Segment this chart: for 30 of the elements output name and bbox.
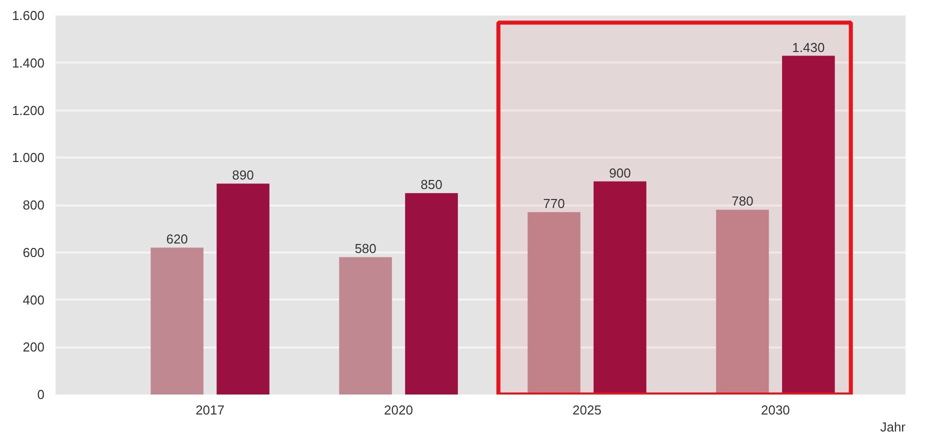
y-tick-label: 0	[37, 387, 45, 402]
bar	[782, 56, 835, 394]
bar	[405, 193, 458, 394]
y-tick-label: 600	[22, 244, 45, 260]
y-tick-label: 800	[22, 198, 45, 212]
x-tick-label: 2020	[384, 402, 413, 418]
bar	[339, 257, 392, 394]
data-label: 1.430	[792, 40, 825, 55]
bar	[150, 248, 204, 394]
x-tick-label: 2017	[196, 402, 225, 418]
data-label: 780	[732, 194, 754, 209]
x-tick-label: 2025	[572, 402, 602, 418]
y-tick-label: 1.200	[12, 102, 45, 118]
data-label: 900	[609, 165, 631, 180]
bar	[216, 184, 270, 394]
x-tick-label: 2030	[760, 402, 790, 418]
y-tick-label: 1.600	[12, 8, 45, 23]
y-tick-label: 200	[22, 340, 45, 355]
y-tick-label: 1.000	[12, 150, 45, 166]
data-label: 770	[543, 196, 565, 212]
y-tick-label: 1.400	[12, 55, 45, 70]
bar	[528, 212, 580, 394]
data-label: 850	[420, 177, 442, 192]
bar	[716, 210, 769, 394]
bar	[594, 181, 646, 394]
data-label: 890	[232, 168, 254, 183]
data-label: 580	[354, 241, 376, 256]
data-label: 620	[166, 232, 188, 247]
x-axis-title: Jahr	[880, 420, 906, 434]
y-tick-label: 400	[22, 292, 45, 308]
